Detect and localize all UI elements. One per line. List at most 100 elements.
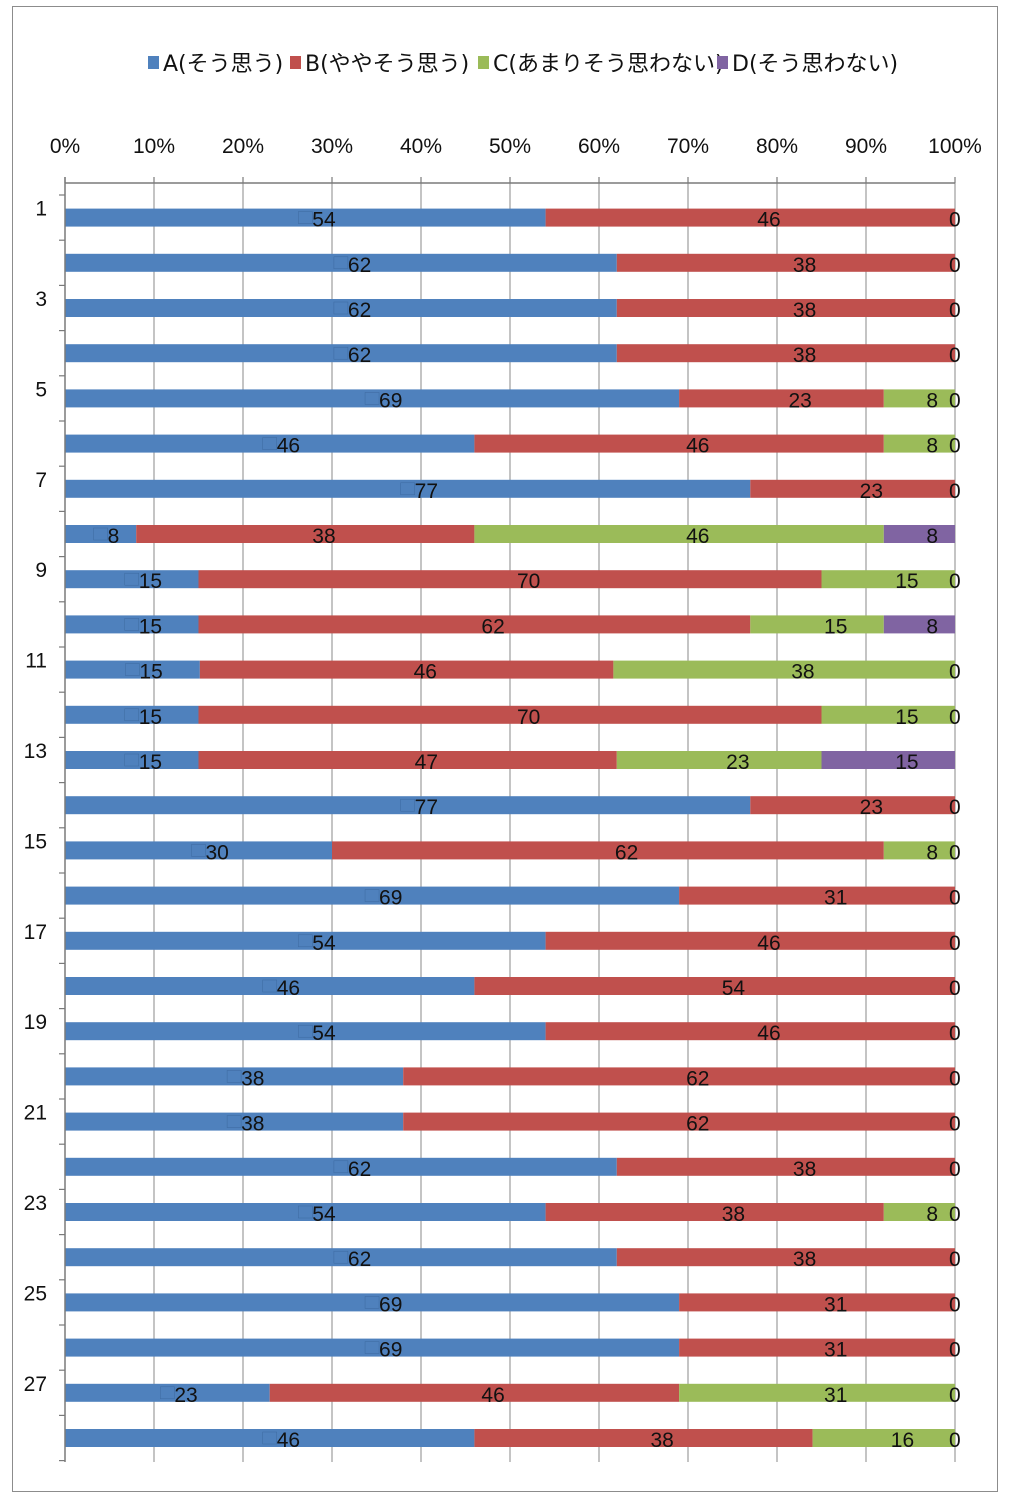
data-label: 0	[949, 887, 961, 910]
data-label: 8	[108, 525, 120, 548]
bar-segment	[812, 1429, 955, 1447]
bar-segment	[883, 1203, 955, 1221]
x-tick-label: 20%	[222, 135, 264, 158]
data-label: 30	[206, 841, 229, 864]
category-label: 5	[35, 378, 47, 401]
data-label: 69	[379, 887, 402, 910]
bar-segment	[616, 751, 822, 769]
data-label: 0	[949, 1384, 961, 1407]
x-tick-label: 0%	[50, 135, 80, 158]
data-label: 0	[949, 344, 961, 367]
data-label: 46	[277, 977, 300, 1000]
data-label: 15	[895, 751, 918, 774]
data-label: 8	[926, 1203, 938, 1226]
data-label: 0	[949, 1248, 961, 1271]
x-axis-tick-labels: 0% 10% 20% 30% 40% 50% 60% 70% 80% 90% 100%	[50, 135, 982, 158]
data-label: 47	[415, 751, 438, 774]
data-marker	[124, 708, 139, 722]
data-label: 0	[949, 841, 961, 864]
bar-segment	[403, 1112, 955, 1131]
data-label: 62	[348, 1248, 371, 1271]
data-marker	[160, 1386, 175, 1400]
data-label: 62	[348, 1158, 371, 1181]
data-label: 62	[481, 615, 504, 638]
data-marker	[226, 1070, 242, 1083]
data-label: 38	[722, 1203, 745, 1226]
x-tick-label: 40%	[400, 135, 442, 158]
bar-segment	[616, 253, 955, 272]
bar-segment	[199, 660, 614, 679]
bar-segment	[613, 660, 955, 679]
x-tick-label: 100%	[928, 135, 982, 158]
data-label: 38	[241, 1113, 264, 1136]
bar-segment	[545, 1203, 884, 1221]
x-tick-label: 80%	[756, 135, 798, 158]
data-marker	[226, 1115, 242, 1128]
data-marker	[364, 1341, 380, 1354]
data-label: 15	[139, 661, 162, 684]
bar-segment	[474, 434, 884, 453]
data-label: 0	[949, 1293, 961, 1316]
data-label: 0	[949, 1203, 961, 1226]
category-label: 11	[25, 650, 47, 673]
data-marker	[333, 1250, 349, 1264]
data-label: 0	[949, 1067, 961, 1090]
data-label: 0	[949, 1158, 961, 1181]
bar-segment	[545, 1022, 955, 1041]
data-label: 46	[277, 1429, 300, 1452]
data-label: 15	[139, 751, 162, 774]
bar-segment	[474, 977, 955, 995]
bar-segment	[198, 705, 822, 724]
x-tick-label: 50%	[489, 135, 531, 158]
data-label: 62	[348, 299, 371, 322]
category-label: 3	[35, 288, 47, 311]
bar-segment	[136, 525, 475, 543]
legend-swatch	[148, 56, 159, 69]
data-label: 54	[312, 209, 336, 232]
category-label: 7	[35, 469, 47, 492]
data-marker	[364, 392, 380, 405]
data-label: 15	[139, 570, 162, 593]
data-label: 8	[926, 435, 938, 458]
data-label: 54	[722, 977, 746, 1000]
x-tick-label: 10%	[133, 135, 175, 158]
axes	[59, 177, 955, 1462]
data-label: 0	[949, 796, 961, 819]
data-label: 23	[174, 1384, 197, 1407]
legend-label: D(そう思わない)	[732, 52, 898, 77]
data-label: 38	[312, 525, 335, 548]
data-label: 8	[926, 389, 938, 412]
category-label: 23	[24, 1192, 47, 1215]
category-label: 17	[24, 921, 47, 944]
data-label: 38	[793, 254, 816, 277]
data-label: 15	[895, 706, 918, 729]
bar-segment	[269, 1383, 680, 1402]
bar-segment	[679, 1383, 955, 1402]
data-label: 69	[379, 1339, 402, 1362]
data-marker	[124, 753, 139, 767]
data-label: 15	[895, 570, 918, 593]
data-label: 0	[949, 932, 961, 955]
bar-segment	[545, 931, 955, 950]
bar-segment	[883, 389, 955, 408]
bar-segment	[616, 299, 955, 317]
bar-segment	[474, 525, 884, 543]
data-label: 15	[139, 706, 162, 729]
data-label: 0	[949, 254, 961, 277]
data-label: 46	[277, 435, 300, 458]
legend-swatch	[717, 56, 728, 69]
data-marker	[124, 572, 139, 586]
data-label: 0	[949, 1022, 961, 1045]
bar-segment	[198, 570, 822, 589]
bar-segment	[332, 841, 884, 860]
data-label: 46	[757, 1022, 780, 1045]
chart-frame	[12, 6, 998, 1492]
data-label: 0	[949, 435, 961, 458]
data-label: 16	[891, 1429, 914, 1452]
data-label: 38	[651, 1429, 674, 1452]
data-label: 0	[949, 1429, 961, 1452]
legend-label: C(あまりそう思わない)	[493, 52, 724, 77]
data-label: 15	[824, 615, 847, 638]
bar-segment	[883, 434, 955, 453]
data-label: 38	[241, 1067, 264, 1090]
